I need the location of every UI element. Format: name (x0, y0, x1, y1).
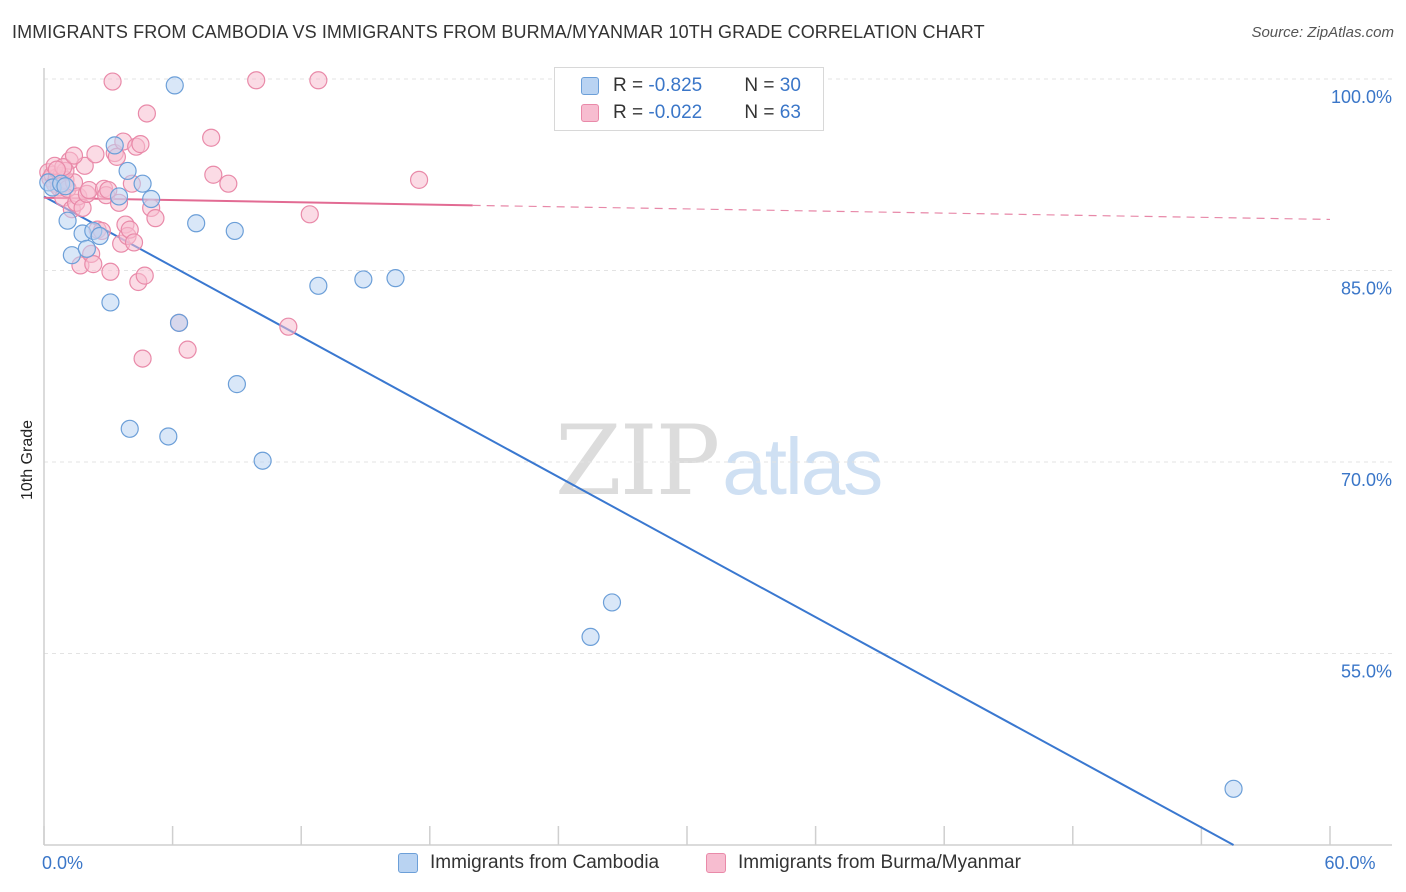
burma-point (247, 71, 266, 90)
cambodia-point (142, 189, 161, 209)
legend-swatch-cambodia (581, 77, 599, 95)
stats-legend: R = -0.825 N = 30 R = -0.022 N = 63 (554, 67, 824, 131)
burma-point (204, 165, 223, 184)
legend-swatch-cambodia (398, 853, 418, 873)
cambodia-point (56, 177, 75, 196)
burma-point (131, 135, 150, 154)
burma-point (309, 71, 328, 90)
legend-label-burma: Immigrants from Burma/Myanmar (738, 852, 1021, 873)
cambodia-point (62, 246, 81, 265)
legend-r-value: -0.022 (648, 102, 703, 123)
y-tick-label: 100.0% (1331, 87, 1392, 107)
burma-point (409, 170, 429, 189)
trend-line (43, 195, 1235, 846)
chart-title: IMMIGRANTS FROM CAMBODIA VS IMMIGRANTS F… (12, 22, 985, 42)
legend-n-value: 30 (779, 75, 801, 96)
trend-lines (43, 195, 1331, 846)
burma-point (135, 266, 154, 285)
legend-n-label: N = (744, 102, 780, 123)
burma-point (146, 209, 165, 228)
cambodia-point (77, 239, 96, 258)
axes (43, 68, 1392, 846)
legend-n-value: 63 (779, 102, 801, 123)
watermark-atlas: atlas (722, 422, 883, 511)
burma-point (64, 146, 84, 165)
burma-point (178, 340, 197, 359)
cambodia-point (187, 214, 206, 233)
cambodia-point (169, 313, 189, 332)
legend-swatch-burma (581, 104, 599, 122)
x-tick-label: 60.0% (1324, 853, 1375, 873)
burma-point (219, 174, 238, 193)
cambodia-point (105, 136, 124, 155)
watermark-zip: ZIP (555, 405, 720, 517)
series-legend: Immigrants from Cambodia Immigrants from… (0, 852, 1406, 878)
cambodia-point (109, 187, 129, 206)
trend-line (472, 204, 1331, 221)
cambodia-point (120, 419, 139, 438)
burma-point (133, 349, 152, 368)
tick-labels: 100.0% 85.0% 70.0% 55.0% 0.0% 60.0% (42, 87, 1392, 873)
cambodia-point (602, 593, 622, 612)
cambodia-point (354, 270, 373, 289)
y-tick-label: 85.0% (1341, 279, 1392, 299)
y-tick-label: 55.0% (1341, 662, 1392, 682)
cambodia-point (159, 427, 178, 446)
legend-n-label: N = (744, 75, 780, 96)
burma-point (84, 255, 103, 274)
cambodia-point (581, 627, 600, 647)
cambodia-point (386, 269, 405, 288)
x-tick-label: 0.0% (42, 853, 83, 873)
burma-point (79, 180, 99, 200)
cambodia-point (58, 211, 77, 230)
cambodia-point (253, 451, 272, 470)
burma-point (137, 104, 156, 123)
cambodia-point (101, 293, 120, 312)
cambodia-point (309, 276, 328, 295)
legend-label-cambodia: Immigrants from Cambodia (430, 852, 660, 873)
cambodia-point (225, 221, 244, 241)
legend-row-cambodia: R = -0.825 N = 30 (581, 74, 801, 98)
legend-r-value: -0.825 (648, 75, 703, 96)
cambodia-point (133, 174, 152, 193)
legend-r-label: R = (613, 75, 649, 96)
cambodia-point (90, 226, 109, 246)
burma-point (124, 233, 144, 252)
cambodia-point (1224, 779, 1243, 798)
legend-r-label: R = (613, 102, 649, 123)
legend-row-burma: R = -0.022 N = 63 (581, 101, 801, 125)
cambodia-point (118, 161, 137, 181)
legend-item-burma: Immigrants from Burma/Myanmar (706, 852, 1021, 874)
data-points (39, 71, 1243, 798)
burma-point (103, 72, 122, 91)
source-label: Source: ZipAtlas.com (1251, 24, 1394, 41)
legend-item-cambodia: Immigrants from Cambodia (398, 852, 659, 874)
cambodia-point (165, 76, 184, 95)
y-tick-label: 70.0% (1341, 470, 1392, 490)
grid (44, 78, 1392, 654)
watermark: ZIPatlas (555, 405, 883, 517)
burma-point (300, 205, 319, 224)
burma-point (279, 317, 298, 336)
burma-point (202, 128, 221, 147)
burma-point (101, 262, 120, 281)
cambodia-point (227, 375, 246, 394)
legend-swatch-burma (706, 853, 726, 873)
burma-point (86, 145, 105, 164)
